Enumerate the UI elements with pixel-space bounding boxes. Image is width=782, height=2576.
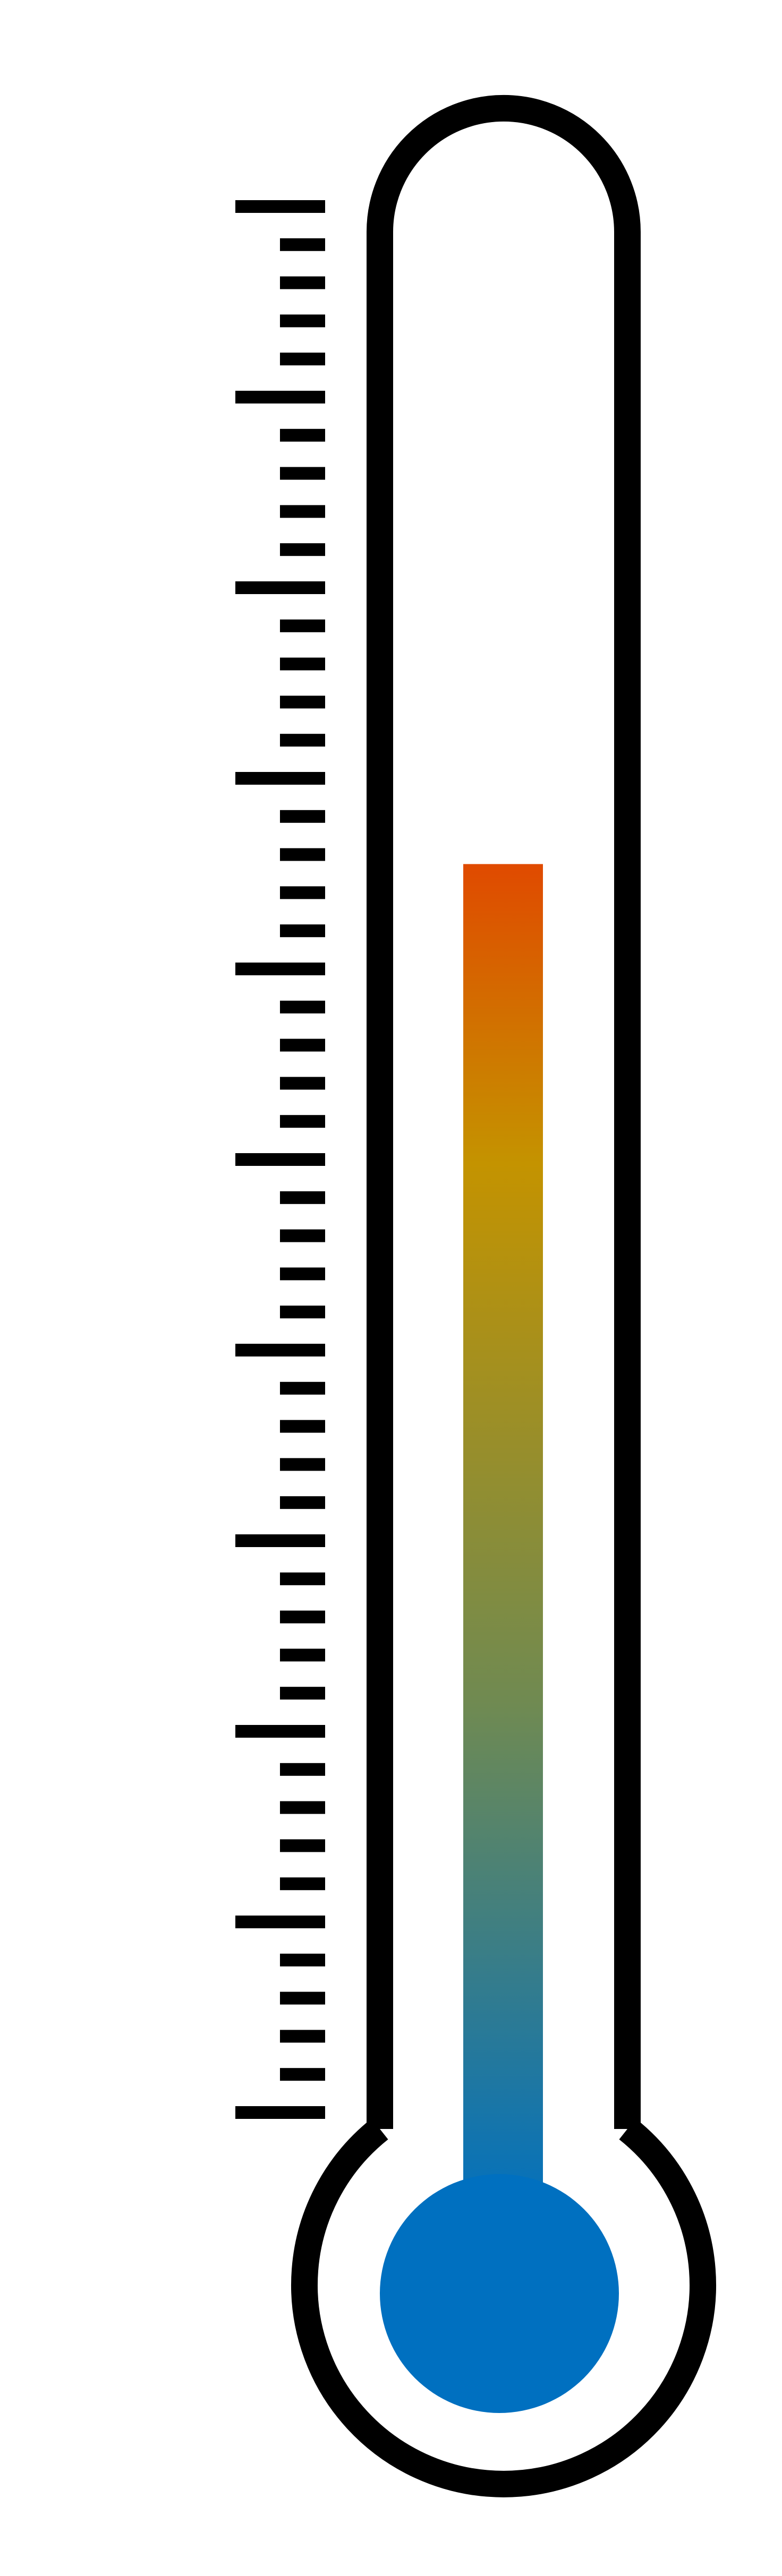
scale-minor-tick: [280, 353, 325, 366]
scale-minor-tick: [280, 2030, 325, 2043]
scale-minor-tick: [280, 1267, 325, 1281]
scale-minor-tick: [280, 1687, 325, 1700]
scale-minor-tick: [280, 657, 325, 671]
scale-minor-tick: [280, 1610, 325, 1624]
scale-minor-tick: [280, 734, 325, 747]
scale-minor-tick: [280, 1991, 325, 2005]
scale-major-tick: [235, 1916, 325, 1928]
scale-minor-tick: [280, 1648, 325, 1662]
scale-minor-tick: [280, 1763, 325, 1776]
scale-minor-tick: [280, 1000, 325, 1014]
scale-major-tick: [235, 2106, 325, 2119]
scale-minor-tick: [280, 2068, 325, 2081]
scale-major-tick: [235, 200, 325, 213]
scale-minor-tick: [280, 924, 325, 938]
scale-major-tick: [235, 1153, 325, 1166]
scale-minor-tick: [280, 1229, 325, 1242]
scale-major-tick: [235, 1725, 325, 1738]
scale-major-tick: [235, 581, 325, 594]
scale-minor-tick: [280, 619, 325, 632]
temperature-scale: [235, 200, 325, 2119]
mercury-bulb: [380, 2174, 619, 2413]
scale-major-tick: [235, 1534, 325, 1547]
scale-minor-tick: [280, 238, 325, 251]
scale-minor-tick: [280, 1801, 325, 1814]
thermometer-top-cap: [367, 95, 641, 233]
scale-minor-tick: [280, 1420, 325, 1433]
scale-minor-tick: [280, 1877, 325, 1891]
scale-major-tick: [235, 391, 325, 403]
scale-minor-tick: [280, 1839, 325, 1852]
scale-minor-tick: [280, 810, 325, 823]
scale-minor-tick: [280, 695, 325, 709]
scale-minor-tick: [280, 467, 325, 480]
scale-minor-tick: [280, 1953, 325, 1967]
scale-minor-tick: [280, 1306, 325, 1319]
scale-minor-tick: [280, 1572, 325, 1585]
scale-minor-tick: [280, 1381, 325, 1395]
scale-minor-tick: [280, 1496, 325, 1509]
scale-minor-tick: [280, 314, 325, 328]
scale-minor-tick: [280, 428, 325, 442]
scale-minor-tick: [280, 1115, 325, 1128]
scale-minor-tick: [280, 848, 325, 861]
mercury-column: [463, 864, 543, 2222]
scale-major-tick: [235, 772, 325, 785]
scale-minor-tick: [280, 543, 325, 556]
scale-major-tick: [235, 963, 325, 975]
scale-minor-tick: [280, 1038, 325, 1052]
thermometer-glass: [291, 95, 716, 2497]
scale-major-tick: [235, 1344, 325, 1356]
thermometer-bulb-outline: [291, 2118, 716, 2497]
scale-minor-tick: [280, 1191, 325, 1204]
scale-minor-tick: [280, 1458, 325, 1471]
scale-minor-tick: [280, 505, 325, 518]
scale-minor-tick: [280, 886, 325, 899]
scale-minor-tick: [280, 276, 325, 289]
scale-minor-tick: [280, 1077, 325, 1090]
